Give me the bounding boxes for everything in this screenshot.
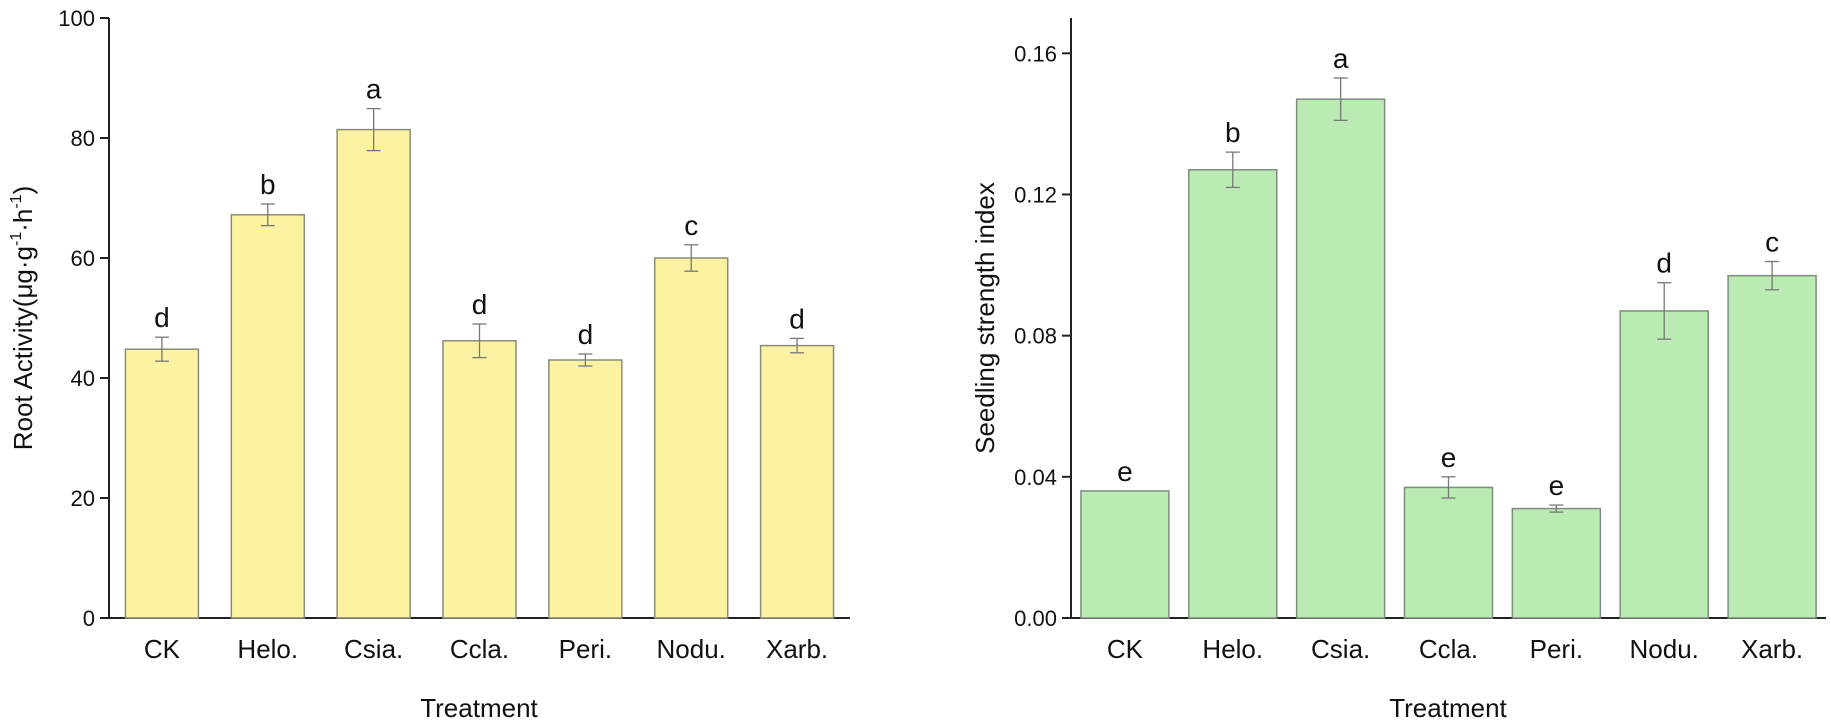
category-label: Peri. xyxy=(559,634,612,664)
bar xyxy=(1403,486,1494,619)
category-label: Xarb. xyxy=(766,634,828,664)
bar xyxy=(230,214,306,619)
category-label: CK xyxy=(1107,634,1144,664)
x-axis-title: Treatment xyxy=(420,693,538,723)
y-tick-label: 0.00 xyxy=(1014,606,1057,631)
category-label: Peri. xyxy=(1530,634,1583,664)
y-tick-label: 80 xyxy=(71,126,95,151)
bar xyxy=(1295,98,1386,619)
y-tick-label: 0.16 xyxy=(1014,41,1057,66)
category-label: Nodu. xyxy=(1630,634,1699,664)
y-tick-label: 40 xyxy=(71,366,95,391)
category-label: Ccla. xyxy=(450,634,509,664)
significance-letter: c xyxy=(684,210,698,241)
y-axis-title-superscript: -1 xyxy=(8,194,25,208)
bar xyxy=(1188,169,1278,619)
bar xyxy=(336,128,411,619)
significance-letter: b xyxy=(1225,117,1241,148)
y-tick-label: 0 xyxy=(83,606,95,631)
category-label: Helo. xyxy=(237,634,298,664)
y-ticks: 0 20 40 60 80 100 xyxy=(58,6,109,631)
bar xyxy=(442,340,517,619)
significance-letter: a xyxy=(366,74,382,105)
bar xyxy=(1619,310,1709,619)
bar xyxy=(1727,274,1817,619)
significance-letter: d xyxy=(154,302,170,333)
bars: e CK b Helo. a Csia. e Ccla. e Peri. d Nodu. c Xarb. xyxy=(1080,43,1817,664)
significance-letter: a xyxy=(1333,43,1349,74)
significance-letter: d xyxy=(472,289,488,320)
bar xyxy=(653,257,729,619)
y-axis-title-part: Root Activity(μg·g xyxy=(8,246,38,450)
y-axis-title: Seedling strength index xyxy=(970,182,1000,454)
y-tick-label: 20 xyxy=(71,486,95,511)
category-label: Nodu. xyxy=(657,634,726,664)
root-activity-chart: 0 20 40 60 80 100 d CK b Helo. a Csia. d Ccla. d Peri.… xyxy=(8,6,850,723)
significance-letter: d xyxy=(578,319,594,350)
bar xyxy=(1511,507,1602,619)
y-axis-title-part: ·h xyxy=(8,209,38,232)
y-axis-title: Root Activity(μg·g-1·h-1) xyxy=(8,186,38,451)
category-label: Xarb. xyxy=(1741,634,1803,664)
significance-letter: e xyxy=(1549,470,1565,501)
category-label: Helo. xyxy=(1202,634,1263,664)
y-tick-label: 0.08 xyxy=(1014,324,1057,349)
significance-letter: e xyxy=(1441,442,1457,473)
category-label: Csia. xyxy=(344,634,403,664)
y-tick-label: 100 xyxy=(58,6,95,31)
bar xyxy=(124,348,200,619)
significance-letter: e xyxy=(1117,456,1133,487)
y-axis-title-superscript: -1 xyxy=(8,232,25,246)
y-tick-label: 0.12 xyxy=(1014,182,1057,207)
bars: d CK b Helo. a Csia. d Ccla. d Peri. c Nodu. d Xarb. xyxy=(124,74,835,664)
y-tick-label: 60 xyxy=(71,246,95,271)
y-axis-title-part: ) xyxy=(8,186,38,195)
bar xyxy=(1080,490,1170,619)
bar xyxy=(548,359,623,619)
y-ticks: 0.00 0.04 0.08 0.12 0.16 xyxy=(1014,41,1071,631)
seedling-strength-chart: 0.00 0.04 0.08 0.12 0.16 e CK b Helo. a Csia. e Ccl… xyxy=(970,18,1826,723)
significance-letter: d xyxy=(789,303,805,334)
significance-letter: d xyxy=(1656,248,1672,279)
category-label: Csia. xyxy=(1311,634,1370,664)
significance-letter: c xyxy=(1765,227,1779,258)
significance-letter: b xyxy=(260,169,276,200)
bar xyxy=(759,344,835,619)
x-axis-title: Treatment xyxy=(1389,693,1507,723)
category-label: CK xyxy=(144,634,181,664)
category-label: Ccla. xyxy=(1419,634,1478,664)
y-tick-label: 0.04 xyxy=(1014,465,1057,490)
